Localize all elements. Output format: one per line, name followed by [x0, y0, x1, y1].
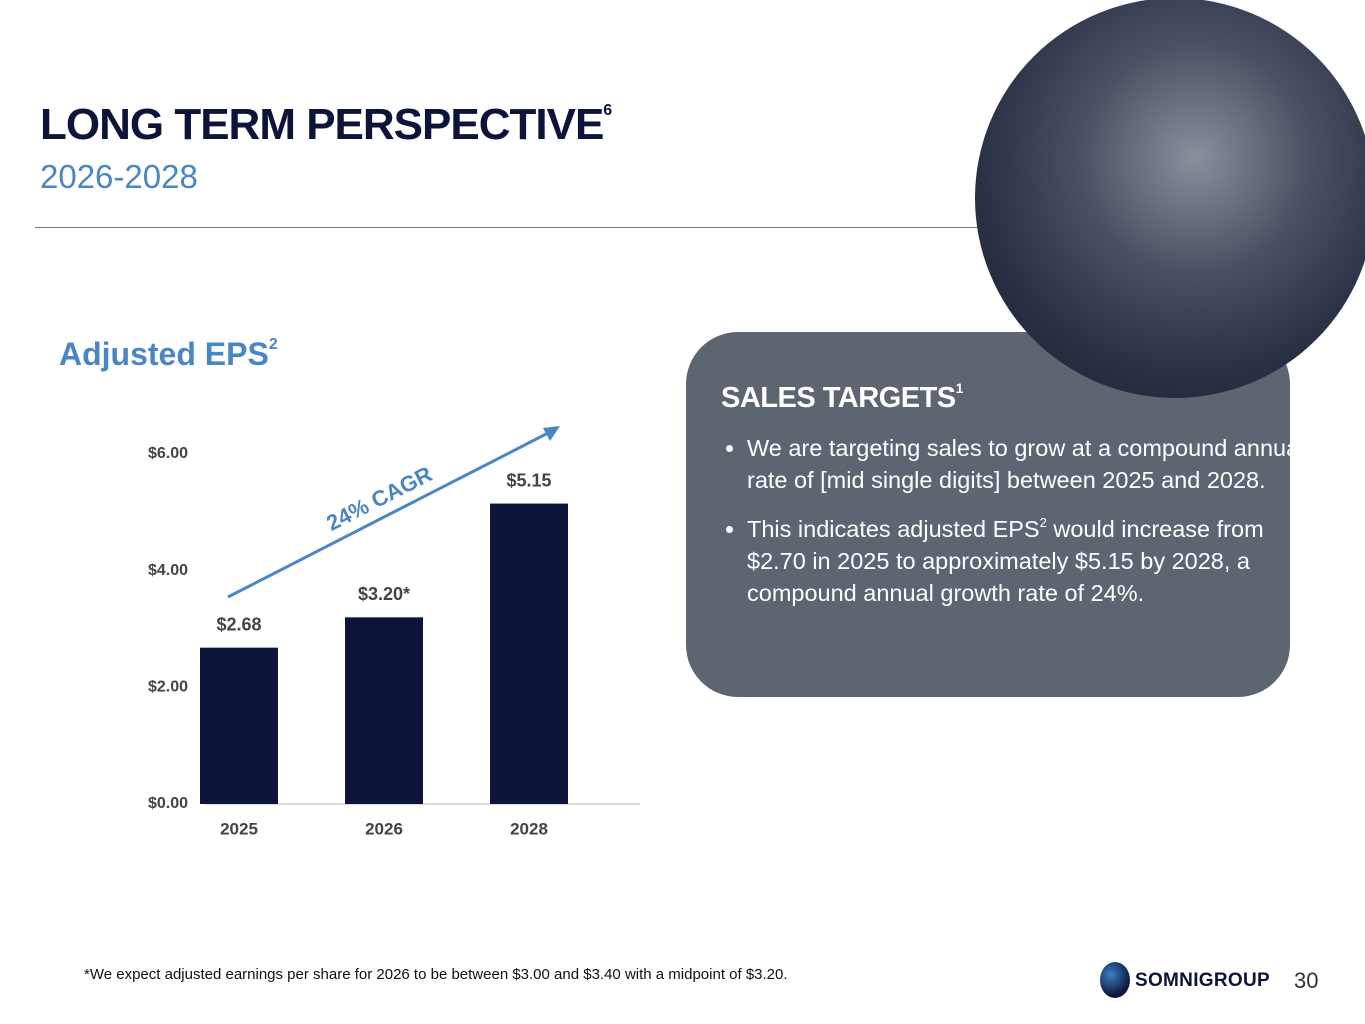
bullet-text: We are targeting sales to grow at a comp…	[747, 435, 1305, 493]
logo-mark	[1100, 962, 1130, 998]
value-label: $3.20*	[358, 584, 410, 604]
y-tick-label: $4.00	[148, 562, 188, 579]
x-tick-label: 2028	[510, 819, 548, 838]
bullet-text: This indicates adjusted EPS	[747, 516, 1040, 542]
bullet-list: We are targeting sales to grow at a comp…	[721, 432, 1307, 620]
page-number: 30	[1294, 968, 1319, 993]
panel-title: SALES TARGETS1	[721, 380, 963, 415]
chart-title-text: Adjusted EPS	[59, 336, 269, 372]
value-label: $2.68	[216, 614, 261, 634]
page-title: LONG TERM PERSPECTIVE6	[40, 100, 612, 150]
title-text: LONG TERM PERSPECTIVE	[40, 100, 604, 149]
y-tick-label: $0.00	[148, 795, 188, 812]
bullet: We are targeting sales to grow at a comp…	[747, 432, 1307, 496]
bar	[345, 617, 423, 804]
bar	[200, 647, 278, 804]
chart: $0.00 $2.00 $4.00 $6.00 2025 $2.68 2026 $3.20* 2…	[148, 426, 640, 838]
title-sup: 6	[603, 102, 612, 119]
page-subtitle: 2026-2028	[40, 158, 198, 195]
value-label: $5.15	[506, 470, 551, 490]
cagr-arrowhead	[543, 426, 560, 441]
y-tick-label: $2.00	[148, 679, 188, 696]
chart-title-sup: 2	[268, 336, 278, 353]
x-tick-label: 2025	[220, 819, 258, 838]
chart-title: Adjusted EPS2	[59, 336, 278, 373]
divider	[35, 227, 995, 228]
photo	[975, 0, 1365, 398]
cagr-arrow	[227, 430, 551, 599]
panel-title-sup: 1	[955, 380, 964, 396]
x-tick-label: 2026	[365, 819, 403, 838]
logo: SOMNIGROUP	[1135, 970, 1270, 991]
panel-title-text: SALES TARGETS	[721, 382, 956, 414]
y-tick-label: $6.00	[148, 445, 188, 462]
bullet: This indicates adjusted EPS2 would incre…	[747, 507, 1307, 609]
footnote: *We expect adjusted earnings per share f…	[84, 966, 788, 983]
bullet-sup: 2	[1039, 515, 1047, 530]
bar	[490, 503, 568, 804]
bullet-text: would increase from $2.70 in 2025 to app…	[747, 516, 1264, 606]
